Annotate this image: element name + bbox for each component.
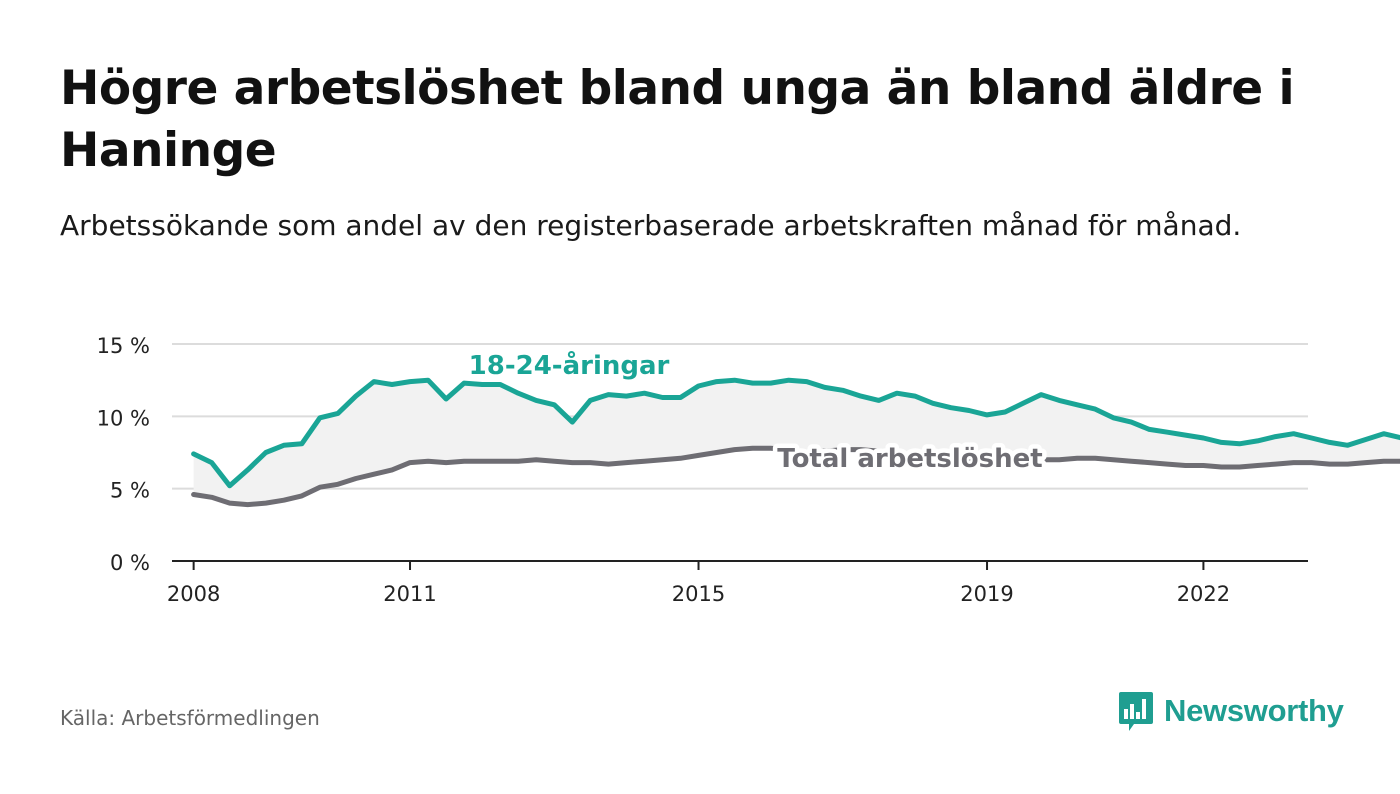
series-line-18-24-aringar	[191, 377, 1400, 489]
y-tick-label: 15 %	[97, 334, 150, 358]
x-tick-label: 2008	[167, 582, 220, 606]
chart-subtitle: Arbetssökande som andel av den registerb…	[60, 209, 1242, 242]
source-note: Källa: Arbetsförmedlingen	[60, 706, 320, 730]
x-tick-label: 2019	[960, 582, 1013, 606]
bar-chart-speech-bubble-icon	[1119, 692, 1153, 731]
series-line-total-arbetsloshet	[191, 445, 1400, 508]
x-tick-label: 2015	[672, 582, 725, 606]
y-tick-label: 5 %	[110, 479, 150, 503]
newsworthy-logo: Newsworthy	[1118, 690, 1344, 732]
series-label-total-arbetsloshet: Total arbetslöshet	[777, 444, 1042, 474]
difference-band	[193, 380, 1400, 505]
series-label-18-24-aringar: 18-24-åringar	[469, 349, 670, 381]
y-tick-label: 0 %	[110, 551, 150, 575]
brand-name: Newsworthy	[1164, 693, 1344, 728]
x-tick-label: 2022	[1177, 582, 1230, 606]
y-tick-label: 10 %	[97, 406, 150, 430]
line-chart: 0 % 5 % 10 % 15 % 2008 2011 2015 2019 2022 18-24…	[97, 334, 1400, 606]
x-tick-label: 2011	[383, 582, 436, 606]
chart-title: Högre arbetslöshet bland unga än bland ä…	[60, 61, 1295, 178]
